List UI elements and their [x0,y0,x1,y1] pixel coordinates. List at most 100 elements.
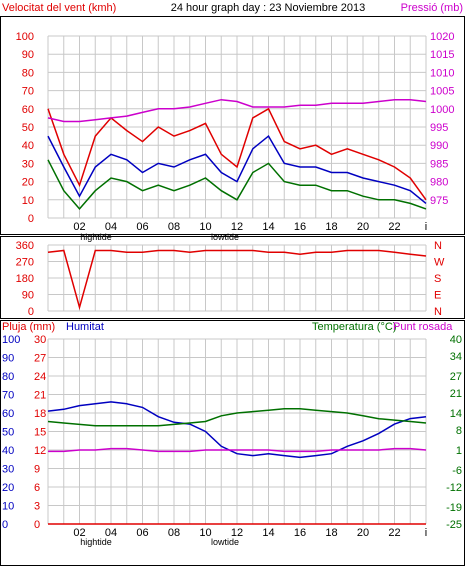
hour-label: 22 [388,527,400,539]
graph-title: 24 hour graph day : 23 Noviembre 2013 [171,2,365,14]
temperature-tick-label: 21 [450,388,462,400]
hour-label: 16 [294,221,306,233]
series-dewpoint [48,447,427,453]
humidity-tick-label: 20 [2,482,14,494]
humidity-tick-label: 40 [2,445,14,457]
wind-title: Velocitat del vent (kmh) [2,2,116,14]
wind-tick-label: 90 [22,49,34,61]
compass-label: N [434,240,442,252]
pressure-tick-label: 1020 [430,31,454,43]
rain-tick-label: 24 [34,371,46,383]
humidity-tick-label: 100 [2,334,20,346]
wind-tick-label: 10 [22,195,34,207]
hour-label: 02 [73,221,85,233]
hour-label: 04 [105,221,117,233]
hour-end-label: i [425,221,427,233]
series-temperature [47,407,427,427]
series-layer [47,98,427,525]
compass-label: W [434,257,445,269]
series-wind-avg [47,134,427,204]
rain-tick-label: 6 [34,482,40,494]
pressure-tick-label: 985 [430,158,448,170]
rain-tick-label: 30 [34,334,46,346]
tick-layer: 0102030405060708090100975980985990995100… [2,31,462,539]
humidity-tick-label: 50 [2,427,14,439]
rain-tick-label: 3 [34,501,40,513]
humidity-tick-label: 60 [2,408,14,420]
direction-tick-label: 180 [16,273,34,285]
humidity-tick-label: 30 [2,464,14,476]
rain-tick-label: 15 [34,427,46,439]
hour-label: 06 [136,221,148,233]
dewpoint-title: Punt rosada [393,321,453,333]
hour-label: 16 [294,527,306,539]
wind-tick-label: 0 [28,213,34,225]
hour-label: 18 [325,527,337,539]
grid-layer [47,35,427,525]
pressure-tick-label: 1010 [430,67,454,79]
hour-label: 10 [199,527,211,539]
hour-label: 12 [231,527,243,539]
temperature-tick-label: 8 [456,425,462,437]
rain-tick-label: 12 [34,445,46,457]
direction-tick-label: 90 [22,290,34,302]
hightide-label-bottom: hightide [80,537,112,547]
hour-label: 08 [168,527,180,539]
wind-tick-label: 70 [22,86,34,98]
direction-tick-label: 270 [16,257,34,269]
series-wind-direction [47,249,427,311]
rain-tick-label: 21 [34,390,46,402]
wind-tick-label: 40 [22,140,34,152]
rain-tick-label: 0 [34,519,40,531]
series-humidity [47,401,427,459]
hour-label: 20 [357,221,369,233]
pressure-title: Pressió (mb) [401,2,463,14]
series-pressure [47,98,427,123]
wind-tick-label: 20 [22,177,34,189]
hour-label: 20 [357,527,369,539]
pressure-tick-label: 980 [430,177,448,189]
pressure-tick-label: 990 [430,140,448,152]
pressure-tick-label: 975 [430,195,448,207]
pressure-tick-label: 995 [430,122,448,134]
pressure-tick-label: 1005 [430,86,454,98]
rain-tick-label: 9 [34,464,40,476]
compass-label: S [434,273,441,285]
wind-tick-label: 30 [22,158,34,170]
temperature-tick-label: -6 [452,465,462,477]
temperature-tick-label: -25 [446,519,462,531]
rain-tick-label: 18 [34,408,46,420]
humidity-tick-label: 0 [2,519,8,531]
hour-label: 14 [262,221,274,233]
compass-label: E [434,290,441,302]
hour-label: 06 [136,527,148,539]
humidity-tick-label: 80 [2,371,14,383]
wind-tick-label: 60 [22,104,34,116]
rain-tick-label: 27 [34,353,46,365]
temperature-tick-label: 34 [450,351,462,363]
hour-label: 14 [262,527,274,539]
direction-tick-label: 360 [16,240,34,252]
direction-tick-label: 0 [28,306,34,318]
rain-title: Pluja (mm) [2,321,55,333]
hour-label: 10 [199,221,211,233]
hour-label: 22 [388,221,400,233]
series-wind-min [47,159,427,211]
temperature-tick-label: -19 [446,502,462,514]
wind-tick-label: 80 [22,67,34,79]
hightide-label-top: hightide [80,232,112,242]
temperature-tick-label: 14 [450,408,462,420]
hour-label: 12 [231,221,243,233]
wind-tick-label: 100 [16,31,34,43]
temperature-tick-label: -12 [446,482,462,494]
temperature-tick-label: 40 [450,334,462,346]
lowtide-label-bottom: lowtide [211,537,239,547]
humidity-tick-label: 90 [2,353,14,365]
hour-label: 08 [168,221,180,233]
wind-tick-label: 50 [22,122,34,134]
hour-end-label: i [425,527,427,539]
humidity-tick-label: 10 [2,501,14,513]
temperature-title: Temperatura (°C) [312,321,396,333]
